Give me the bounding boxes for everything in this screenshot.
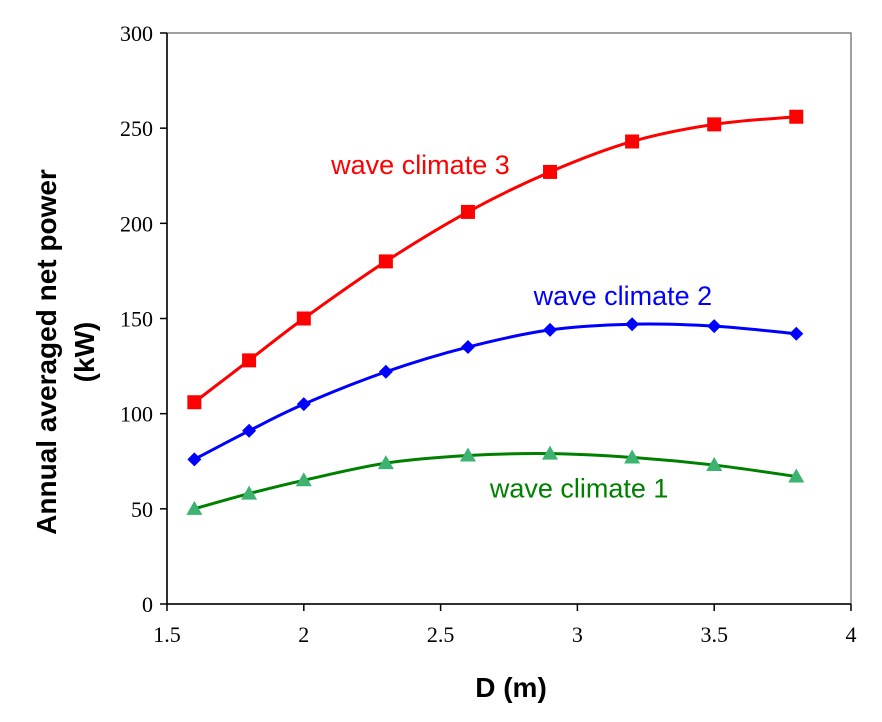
- data-point: [789, 326, 804, 341]
- data-point: [187, 452, 202, 467]
- data-point: [543, 322, 558, 337]
- y-tick-label: 200: [120, 211, 153, 236]
- data-point: [378, 364, 393, 379]
- series-label: wave climate 2: [533, 281, 713, 311]
- data-point: [296, 311, 311, 326]
- y-tick-label: 0: [142, 592, 153, 617]
- data-point: [296, 397, 311, 412]
- data-point: [707, 117, 722, 132]
- series-wave-climate-2: wave climate 2: [187, 281, 804, 467]
- x-tick-label: 3: [572, 622, 583, 647]
- series-wave-climate-3: wave climate 3: [187, 109, 804, 410]
- x-tick-label: 1.5: [153, 622, 181, 647]
- series-line: [193, 452, 797, 511]
- y-tick-label: 300: [120, 21, 153, 46]
- series-line: [193, 322, 797, 461]
- x-tick-label: 2: [298, 622, 309, 647]
- x-tick-label: 3.5: [700, 622, 728, 647]
- data-point: [295, 472, 312, 487]
- y-axis-title: Annual averaged net power (kW): [31, 169, 100, 535]
- data-point: [706, 457, 723, 472]
- series-group: wave climate 3 wave climate 2 wave climate…: [186, 109, 805, 515]
- series-label: wave climate 3: [330, 150, 510, 180]
- y-tick-label: 150: [120, 307, 153, 332]
- axis-ticks: 0 50 100 150 200 250 300 1.5 2 2.5 3 3.5 4: [120, 21, 857, 647]
- data-point: [624, 449, 641, 464]
- data-point: [378, 254, 393, 269]
- data-point: [788, 468, 805, 483]
- data-point: [242, 423, 257, 438]
- plot-area-border: [166, 32, 852, 605]
- data-point: [460, 340, 475, 355]
- data-point: [242, 353, 257, 368]
- data-point: [186, 500, 203, 515]
- data-point: [542, 445, 559, 460]
- data-point: [789, 109, 804, 124]
- y-tick-label: 100: [120, 402, 153, 427]
- data-point: [187, 395, 202, 410]
- x-axis-title: D (m): [475, 672, 547, 703]
- y-tick-label: 250: [120, 116, 153, 141]
- data-point: [625, 317, 640, 332]
- data-point: [377, 455, 394, 470]
- y-tick-label: 50: [131, 497, 153, 522]
- data-point: [625, 134, 640, 149]
- y-axis-title-line-2: (kW): [69, 322, 100, 383]
- plot-frame: [166, 32, 852, 605]
- data-point: [460, 204, 475, 219]
- x-tick-label: 2.5: [427, 622, 455, 647]
- x-tick-label: 4: [846, 622, 857, 647]
- y-axis-title-line-1: Annual averaged net power: [31, 169, 62, 535]
- series-wave-climate-1: wave climate 1: [186, 445, 805, 515]
- data-point: [241, 485, 258, 500]
- data-point: [459, 447, 476, 462]
- series-label: wave climate 1: [489, 473, 669, 503]
- data-point: [707, 319, 722, 334]
- data-point: [543, 164, 558, 179]
